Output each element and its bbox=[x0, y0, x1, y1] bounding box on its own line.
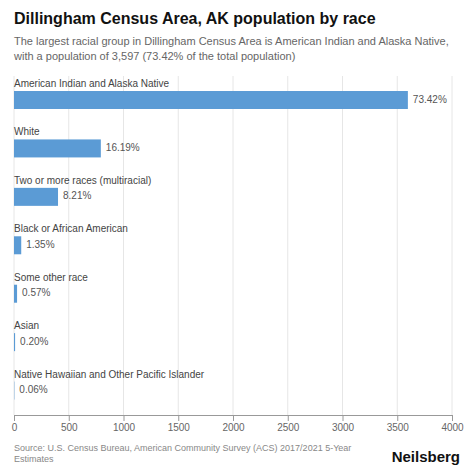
x-tick-mark bbox=[14, 415, 15, 421]
x-tick: 1500 bbox=[168, 415, 191, 433]
percentage-label: 16.19% bbox=[106, 142, 140, 153]
source: Source: U.S. Census Bureau, American Com… bbox=[14, 443, 351, 464]
x-tick-label: 1000 bbox=[113, 422, 136, 433]
percentage-label: 73.42% bbox=[413, 94, 447, 105]
x-tick: 3500 bbox=[387, 415, 410, 433]
x-tick: 2000 bbox=[222, 415, 245, 433]
subtitle: The largest racial group in Dillingham C… bbox=[13, 35, 449, 62]
subtitle-line: The largest racial group in Dillingham C… bbox=[14, 35, 449, 47]
grid-line bbox=[233, 76, 234, 415]
title-line: Dillingham Census Area, AK population by… bbox=[14, 10, 376, 27]
category-label: White bbox=[14, 126, 40, 137]
x-tick-label: 3500 bbox=[387, 422, 410, 433]
chart-svg: Dillingham Census Area, AK population by… bbox=[0, 0, 474, 474]
x-tick-label: 1500 bbox=[168, 422, 191, 433]
x-tick: 1000 bbox=[113, 415, 136, 433]
x-tick-mark bbox=[124, 415, 125, 421]
x-tick-label: 500 bbox=[61, 422, 78, 433]
category-label: Black or African American bbox=[14, 223, 128, 234]
percentage-label: 8.21% bbox=[63, 190, 91, 201]
x-tick-mark bbox=[288, 415, 289, 421]
percentage-labels: 73.42% 16.19% 8.21% 1.35% 0.57% 0.20% 0.06% bbox=[19, 94, 447, 396]
title: Dillingham Census Area, AK population by… bbox=[14, 10, 376, 27]
category-label: Some other race bbox=[14, 272, 88, 283]
bar bbox=[14, 236, 21, 254]
x-tick-mark bbox=[452, 415, 453, 421]
source-line: Source: U.S. Census Bureau, American Com… bbox=[14, 443, 351, 453]
x-tick: 4000 bbox=[441, 415, 464, 433]
bar bbox=[14, 188, 58, 206]
x-tick-label: 0 bbox=[12, 422, 18, 433]
category-label: Two or more races (multiracial) bbox=[14, 175, 151, 186]
x-tick-mark bbox=[233, 415, 234, 421]
bar bbox=[14, 91, 408, 109]
x-tick-label: 3000 bbox=[332, 422, 355, 433]
x-tick-mark bbox=[397, 415, 398, 421]
percentage-label: 1.35% bbox=[26, 239, 54, 250]
category-label: Native Hawaiian and Other Pacific Island… bbox=[14, 369, 205, 380]
x-axis: 0 500 1000 1500 2000 2500 3000 3500 4000 bbox=[12, 415, 464, 433]
x-tick: 2500 bbox=[277, 415, 300, 433]
category-label: American Indian and Alaska Native bbox=[14, 78, 170, 89]
percentage-label: 0.20% bbox=[20, 336, 48, 347]
bars bbox=[14, 91, 408, 400]
grid-line bbox=[397, 76, 398, 415]
x-tick-mark bbox=[69, 415, 70, 421]
x-tick: 0 bbox=[12, 415, 18, 433]
x-tick-label: 2000 bbox=[222, 422, 245, 433]
brand: Neilsberg bbox=[392, 448, 460, 465]
grid-line bbox=[123, 76, 124, 415]
bar bbox=[14, 333, 15, 351]
subtitle-line: with a population of 3,597 (73.42% of th… bbox=[13, 50, 295, 62]
grid-line bbox=[287, 76, 288, 415]
category-label: Asian bbox=[14, 320, 39, 331]
bar bbox=[14, 285, 17, 303]
x-tick: 3000 bbox=[332, 415, 355, 433]
grid-line bbox=[178, 76, 179, 415]
percentage-label: 0.06% bbox=[19, 384, 47, 395]
grid-line bbox=[452, 76, 453, 415]
grid-line bbox=[68, 76, 69, 415]
x-tick-mark bbox=[178, 415, 179, 421]
x-tick-mark bbox=[343, 415, 344, 421]
bar bbox=[14, 139, 101, 157]
x-tick-label: 2500 bbox=[277, 422, 300, 433]
x-tick: 500 bbox=[61, 415, 78, 433]
chart-container: Dillingham Census Area, AK population by… bbox=[0, 0, 474, 474]
bar bbox=[14, 382, 15, 400]
source-line: Estimates bbox=[14, 454, 54, 464]
x-tick-label: 4000 bbox=[441, 422, 464, 433]
category-labels: American Indian and Alaska Native White Tw… bbox=[14, 78, 205, 380]
percentage-label: 0.57% bbox=[22, 287, 50, 298]
grid-line bbox=[342, 76, 343, 415]
grid bbox=[14, 76, 452, 415]
